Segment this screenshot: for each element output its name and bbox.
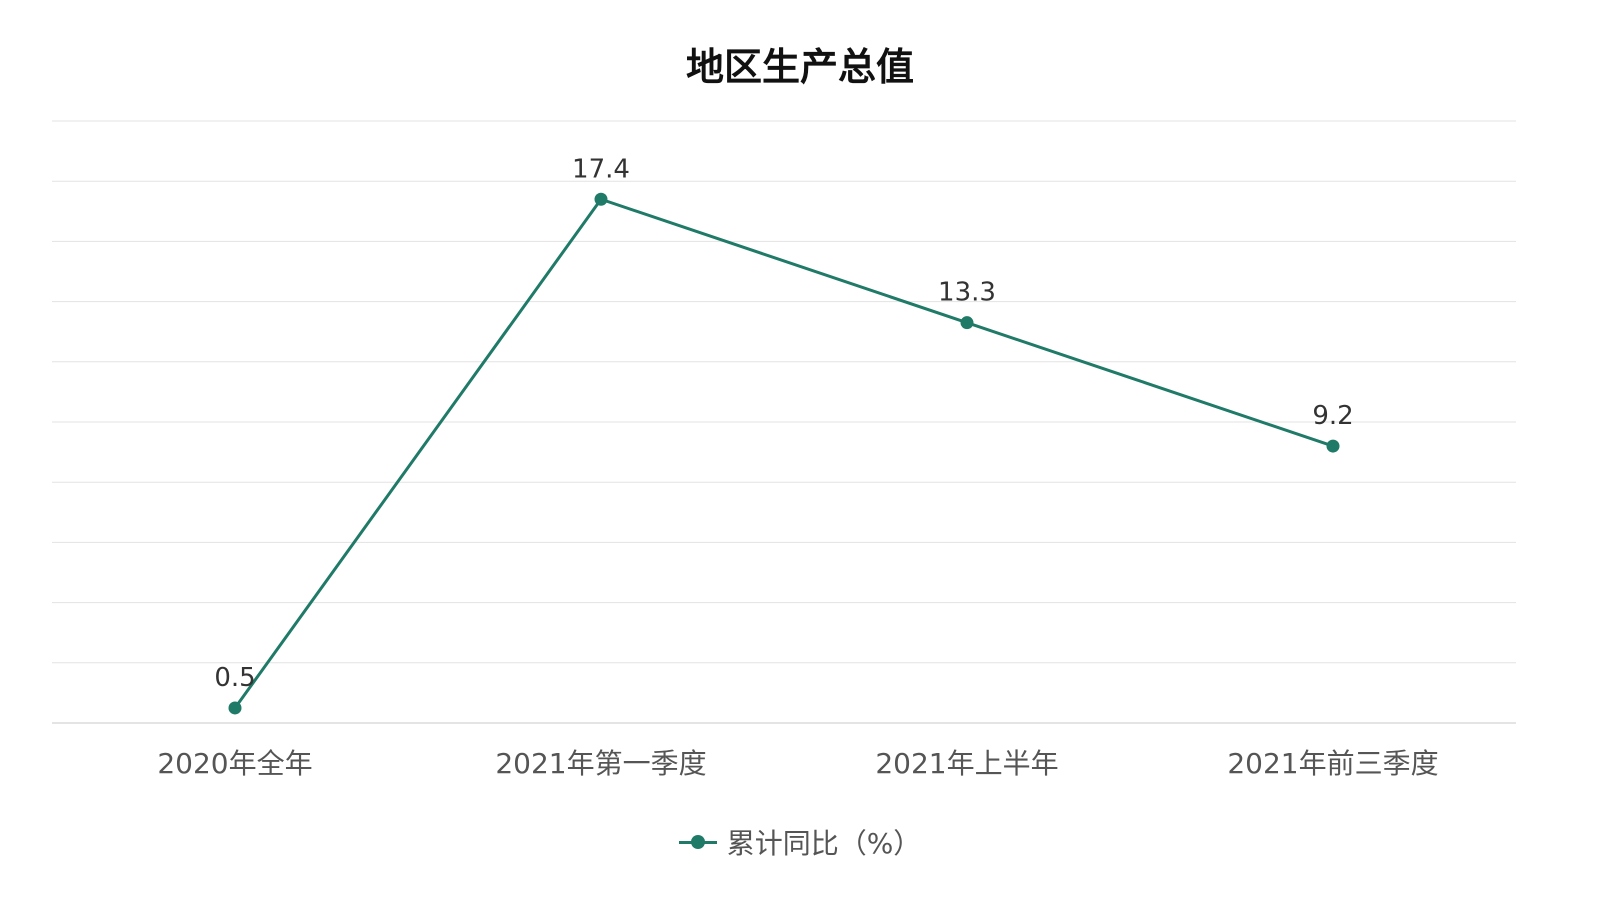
data-label: 13.3: [938, 278, 996, 308]
legend-label: 累计同比（%）: [726, 827, 922, 860]
series-line: [233, 197, 1334, 709]
data-label: 17.4: [572, 154, 630, 184]
x-tick-label: 2021年上半年: [875, 747, 1058, 780]
data-labels: 0.5 17.4 13.3 9.2: [214, 154, 1353, 693]
chart-title: 地区生产总值: [685, 45, 914, 89]
series-group: [228, 192, 1340, 715]
data-point: [960, 316, 974, 330]
data-label: 0.5: [214, 663, 255, 693]
x-tick-label: 2020年全年: [157, 747, 312, 780]
data-point: [228, 701, 242, 715]
x-tick-label: 2021年前三季度: [1227, 747, 1438, 780]
legend-marker-icon: [678, 834, 717, 850]
data-label: 9.2: [1312, 401, 1353, 431]
data-point: [594, 192, 608, 206]
data-point: [1326, 439, 1340, 453]
x-axis: 2020年全年 2021年第一季度 2021年上半年 2021年前三季度: [52, 722, 1516, 780]
gridlines: [52, 120, 1516, 664]
x-tick-label: 2021年第一季度: [495, 747, 706, 780]
legend[interactable]: 累计同比（%）: [0, 822, 1600, 862]
legend-dot: [690, 835, 705, 849]
